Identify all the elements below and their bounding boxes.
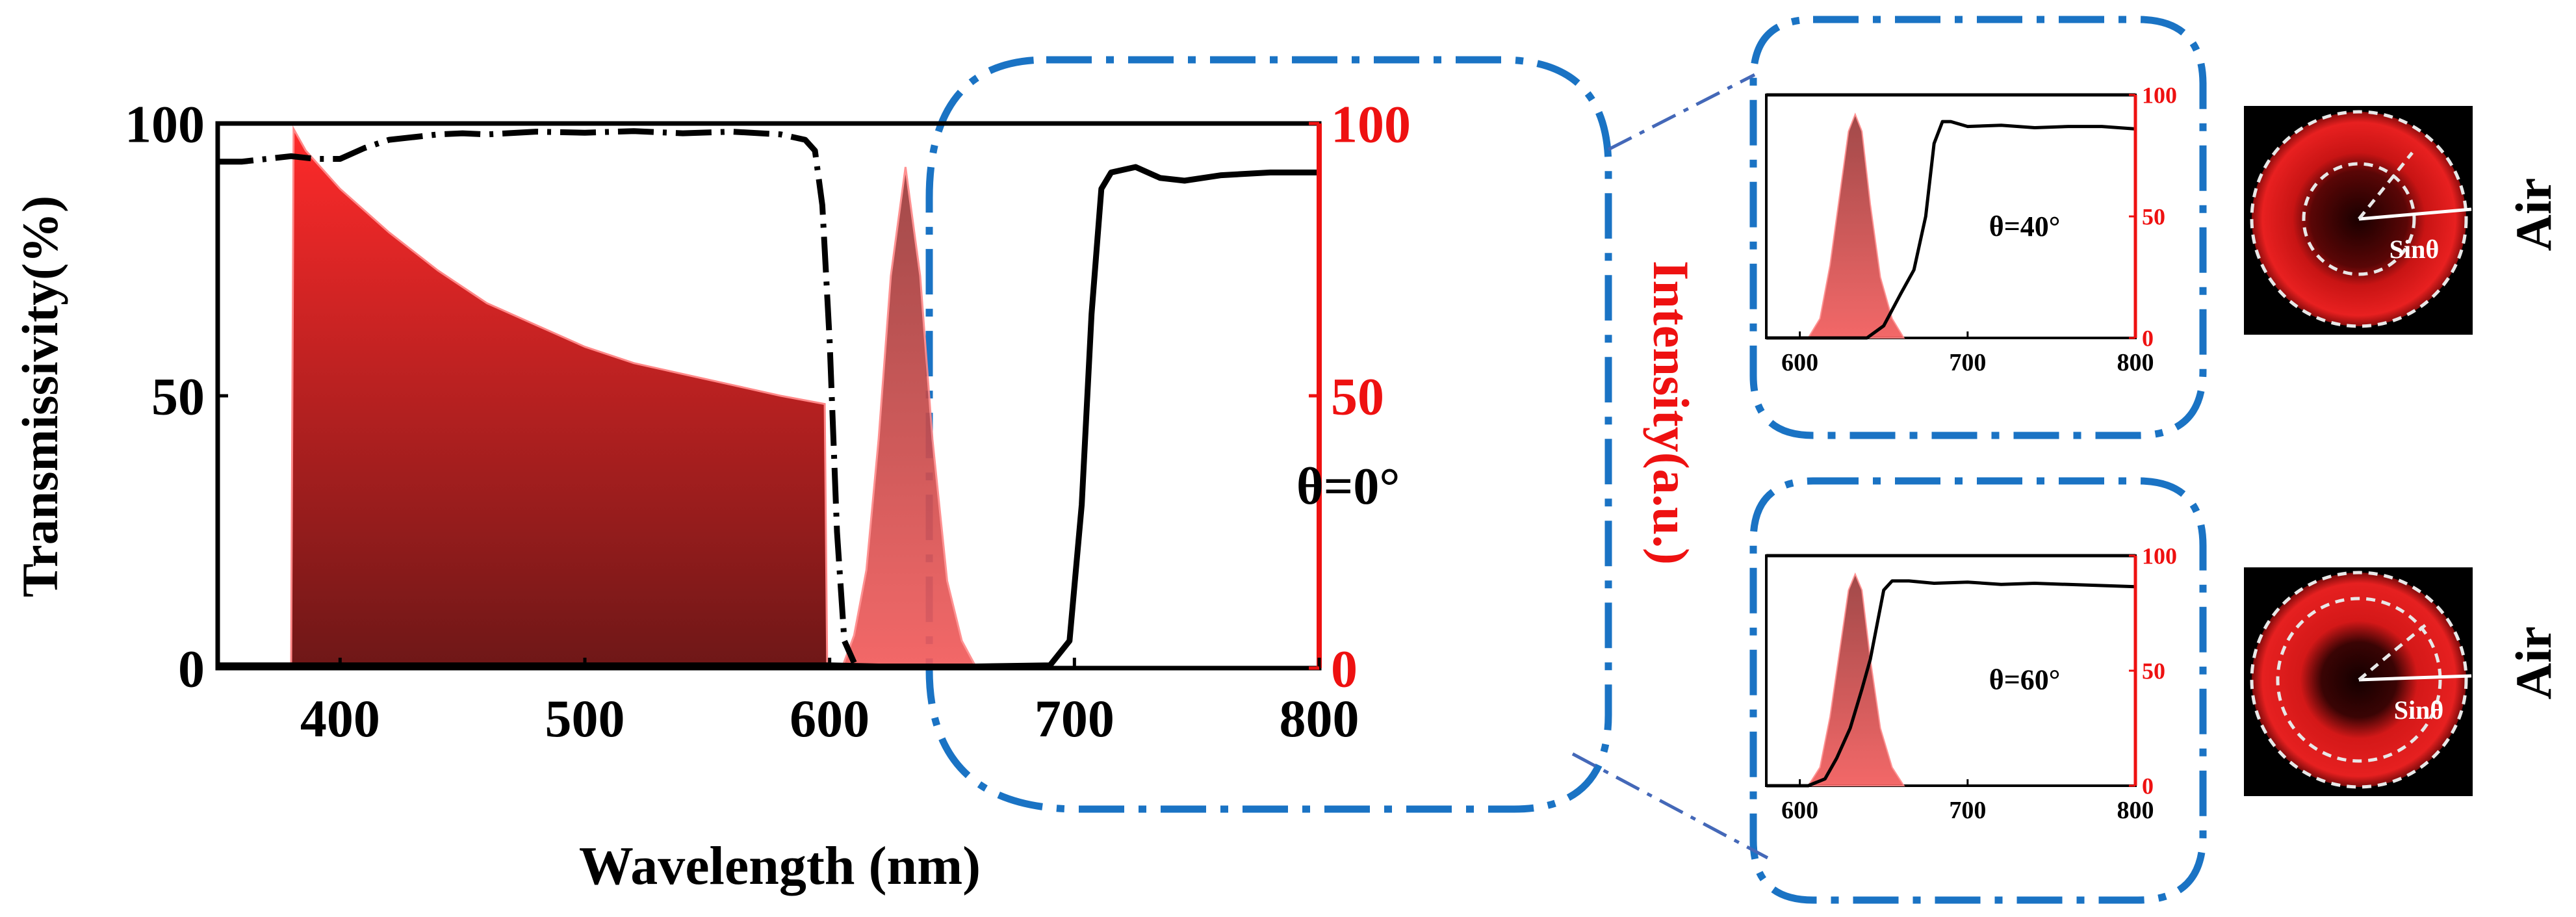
- beam-image-60-medium: Air: [2505, 626, 2562, 700]
- main-y-right-tick-label: 100: [1331, 95, 1411, 154]
- inset_40-y-right-tick-label: 0: [2142, 326, 2154, 352]
- main-x-tick-label: 700: [1035, 689, 1114, 748]
- main-y-right-tick-label: 50: [1331, 367, 1384, 426]
- inset-60-dash-box: [1749, 477, 2207, 904]
- inset_40-x-tick-label: 600: [1781, 349, 1818, 376]
- main-y-left-tick-label: 100: [125, 95, 205, 154]
- beam-image-40-radius-arrow: [2358, 207, 2472, 221]
- inset_40-plot-frame: [1765, 94, 2137, 339]
- inset_60-annotation: θ=60°: [1989, 664, 2061, 695]
- main-x-tick-label: 800: [1280, 689, 1359, 748]
- inset_40-transmissivity-line: [1766, 120, 2136, 340]
- inset_60-y-right-tick-label: 50: [2142, 658, 2165, 684]
- inset_60-x-tick-label: 700: [1949, 797, 1986, 824]
- inset_40-x-tick-label: 800: [2117, 349, 2154, 376]
- main-y-left-tick-label: 50: [151, 367, 205, 426]
- main-transmissivity_shortpass-line: [218, 128, 857, 664]
- beam-image-60-label: Sinθ: [2394, 695, 2443, 725]
- main-x-tick-label: 600: [790, 689, 869, 748]
- main-laser_intensity-area: [840, 166, 979, 669]
- inset_60-transmissivity-line: [1766, 579, 2136, 788]
- inset_40-laser_intensity-area: [1807, 112, 1905, 339]
- inset_60-x-tick-label: 800: [2117, 797, 2154, 824]
- main-intensity-areas: [290, 125, 979, 669]
- connector-line-bottom: [1571, 752, 1769, 860]
- inset_60-plot-frame: [1765, 554, 2137, 787]
- main-x-axis-label: Wavelength (nm): [579, 836, 981, 896]
- main-x-tick-label: 500: [545, 689, 625, 748]
- main-y-right-tick-label: 0: [1331, 639, 1358, 699]
- inset_40-annotation: θ=40°: [1989, 211, 2061, 242]
- inset_40-y-right-tick-label: 50: [2142, 204, 2165, 230]
- beam-image-40-medium: Air: [2505, 178, 2562, 252]
- beam-image-40: Sinθ Air: [2244, 106, 2562, 335]
- zoom-callouts: [925, 16, 2207, 904]
- connector-line-top: [1607, 73, 1756, 151]
- inset_60-x-tick-label: 600: [1781, 797, 1818, 824]
- main-y-axis-label-right: Intensity(a.u.): [1643, 261, 1699, 565]
- beam-image-60-radius-arrow: [2358, 674, 2472, 682]
- inset_60-y-right-tick-label: 0: [2142, 773, 2154, 799]
- main-zoom-dash-box: [925, 56, 1612, 813]
- main-y-axis-label-left: Transmissivity(%): [12, 196, 68, 597]
- inset_40-x-tick-label: 700: [1949, 349, 1986, 376]
- beam-image-40-label: Sinθ: [2389, 235, 2439, 264]
- beam-image-40-angle-circle: [2302, 162, 2416, 276]
- main-x-tick-label: 400: [300, 689, 380, 748]
- inset_60-y-right-tick-label: 100: [2142, 543, 2177, 569]
- inset_40-y-right-tick-label: 100: [2142, 83, 2177, 109]
- inset-40-dash-box: [1749, 16, 2207, 439]
- beam-image-60: Sinθ Air: [2244, 567, 2562, 796]
- main-y-left-tick-label: 0: [178, 639, 205, 699]
- beam-image-60-angle-circle: [2276, 597, 2442, 763]
- beam-image-60-outer-circle: [2250, 571, 2468, 789]
- inset_60-laser_intensity-area: [1807, 572, 1905, 786]
- beam-image-40-angle-line: [2358, 151, 2414, 220]
- beam-image-40-outer-circle: [2250, 110, 2468, 328]
- main-led_intensity-area: [290, 125, 829, 669]
- main-annotation: θ=0°: [1296, 458, 1400, 515]
